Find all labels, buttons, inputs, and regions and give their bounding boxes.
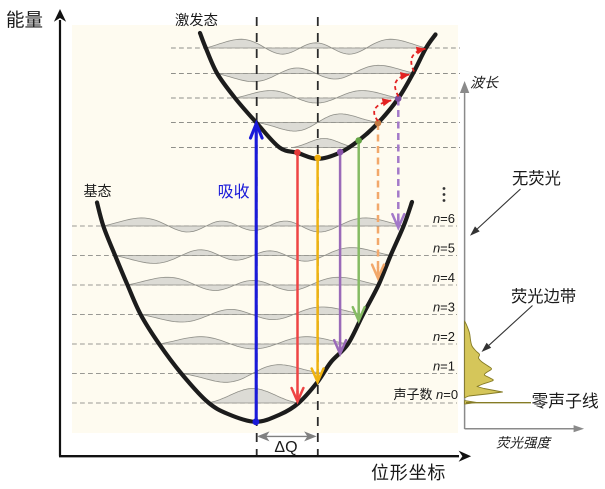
svg-text:声子数: 声子数 (393, 387, 432, 402)
svg-text:ΔQ: ΔQ (274, 439, 297, 456)
svg-text:能量: 能量 (6, 10, 43, 31)
svg-text:n=3: n=3 (433, 299, 455, 314)
svg-text:位形坐标: 位形坐标 (371, 463, 446, 483)
svg-text:n=1: n=1 (433, 358, 455, 373)
svg-text:荧光边带: 荧光边带 (511, 288, 576, 306)
svg-text:荧光强度: 荧光强度 (496, 436, 552, 451)
svg-text:吸收: 吸收 (218, 183, 250, 201)
svg-text:零声子线: 零声子线 (532, 392, 599, 411)
svg-text:n=4: n=4 (433, 270, 455, 285)
svg-text:n=6: n=6 (433, 211, 455, 226)
svg-text:基态: 基态 (84, 183, 112, 199)
svg-text:n=0: n=0 (436, 387, 458, 402)
svg-text:n=2: n=2 (433, 329, 455, 344)
svg-text:激发态: 激发态 (175, 12, 218, 29)
svg-text:波长: 波长 (470, 75, 499, 91)
svg-text:无荧光: 无荧光 (512, 170, 561, 188)
svg-text:n=5: n=5 (433, 240, 455, 255)
